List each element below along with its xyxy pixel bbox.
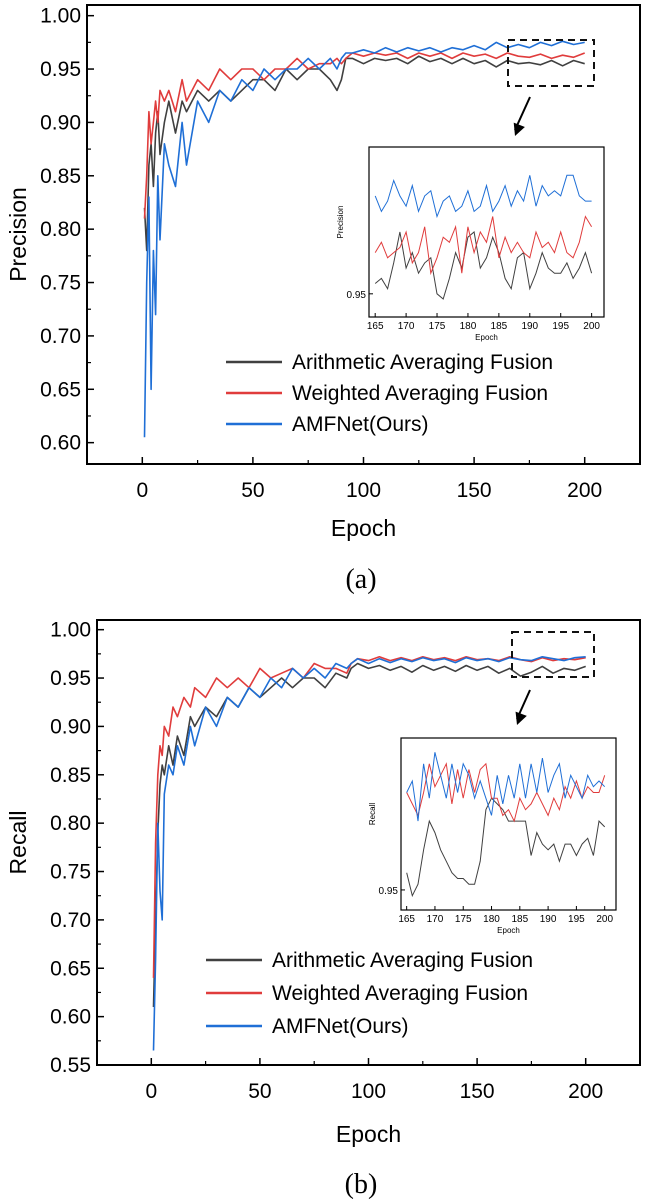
y-tick-label: 1.00 bbox=[50, 619, 91, 642]
y-tick-label: 0.65 bbox=[40, 378, 81, 401]
inset-x-tick-label: 165 bbox=[367, 321, 384, 332]
inset-zoom-chart: 165 170 175 180 185 190 195 200 0.95 Epoch Precisi… bbox=[336, 146, 605, 342]
panel-b-recall-chart: 0 50 100 150 200 0.55 0.60 0.65 0.70 0.75 0.80 0.85… bbox=[5, 619, 641, 1200]
x-tick-label: 200 bbox=[568, 1080, 603, 1103]
inset-series-line-amfnet bbox=[374, 174, 592, 219]
inset-x-tick-label: 170 bbox=[398, 321, 415, 332]
y-axis-label: Precision bbox=[5, 187, 31, 282]
y-tick-label: 0.90 bbox=[40, 111, 81, 134]
series-line-arithmetic bbox=[152, 662, 586, 1008]
inset-x-axis-label: Epoch bbox=[475, 333, 498, 342]
series-line-amfnet bbox=[143, 40, 585, 438]
y-tick-label: 0.85 bbox=[40, 165, 81, 188]
x-tick-label: 150 bbox=[457, 479, 492, 502]
y-tick-label: 0.80 bbox=[40, 218, 81, 241]
y-tick-label: 0.60 bbox=[50, 1006, 91, 1029]
legend-entry-label: Arithmetic Averaging Fusion bbox=[272, 949, 533, 972]
x-tick-label: 0 bbox=[136, 479, 148, 502]
inset-series-line-arithmetic bbox=[374, 231, 593, 300]
y-axis-label: Recall bbox=[5, 811, 31, 875]
x-tick-label: 200 bbox=[567, 479, 602, 502]
inset-x-tick-label: 165 bbox=[398, 914, 415, 925]
inset-x-tick-label: 190 bbox=[521, 321, 538, 332]
y-tick-label: 0.75 bbox=[40, 272, 81, 295]
inset-x-tick-label: 170 bbox=[427, 914, 444, 925]
inset-series-line-weighted bbox=[374, 215, 593, 276]
inset-x-tick-label: 185 bbox=[511, 914, 528, 925]
inset-y-tick-label: 0.95 bbox=[379, 886, 399, 897]
inset-x-tick-label: 200 bbox=[596, 914, 613, 925]
panel-a-precision-chart: 0 50 100 150 200 0.60 0.65 0.70 0.75 0.80 0.85 0.90… bbox=[5, 4, 641, 595]
x-tick-label: 0 bbox=[145, 1080, 157, 1103]
inset-x-tick-label: 180 bbox=[483, 914, 500, 925]
x-axis-label: Epoch bbox=[336, 1121, 401, 1147]
y-tick-label: 0.80 bbox=[50, 812, 91, 835]
panel-label: (a) bbox=[345, 564, 376, 595]
series-line-arithmetic bbox=[143, 55, 585, 252]
legend: Arithmetic Averaging Fusion Weighted Aver… bbox=[226, 351, 553, 436]
inset-x-tick-label: 185 bbox=[491, 321, 508, 332]
zoom-arrow-head bbox=[515, 711, 527, 725]
y-tick-label: 0.55 bbox=[50, 1054, 91, 1077]
inset-x-tick-label: 180 bbox=[460, 321, 477, 332]
legend-entry-label: Arithmetic Averaging Fusion bbox=[292, 351, 553, 374]
y-tick-label: 0.60 bbox=[40, 432, 81, 455]
inset-x-tick-label: 200 bbox=[583, 321, 600, 332]
inset-zoom-chart: 165 170 175 180 185 190 195 200 0.95 Epoch Recall bbox=[368, 737, 617, 935]
series-line-amfnet bbox=[152, 655, 586, 1051]
y-tick-label: 0.95 bbox=[40, 58, 81, 81]
zoom-region-box bbox=[511, 631, 595, 678]
series-line-weighted bbox=[152, 655, 586, 978]
y-tick-label: 0.90 bbox=[50, 715, 91, 738]
y-tick-label: 0.95 bbox=[50, 667, 91, 690]
x-tick-label: 150 bbox=[460, 1080, 495, 1103]
inset-background bbox=[369, 147, 604, 317]
x-tick-label: 100 bbox=[351, 1080, 386, 1103]
x-tick-label: 100 bbox=[346, 479, 381, 502]
y-tick-label: 1.00 bbox=[40, 5, 81, 28]
x-axis-label: Epoch bbox=[331, 515, 396, 541]
inset-x-tick-label: 195 bbox=[552, 321, 569, 332]
inset-y-axis-label: Recall bbox=[368, 803, 377, 825]
inset-y-tick-label: 0.95 bbox=[347, 290, 367, 301]
y-tick-label: 0.75 bbox=[50, 861, 91, 884]
y-tick-label: 0.85 bbox=[50, 764, 91, 787]
legend: Arithmetic Averaging Fusion Weighted Aver… bbox=[206, 949, 533, 1038]
inset-series-line-amfnet bbox=[406, 752, 606, 822]
x-tick-label: 50 bbox=[248, 1080, 271, 1103]
inset-x-tick-label: 175 bbox=[455, 914, 472, 925]
inset-y-axis-label: Precision bbox=[336, 206, 345, 239]
inset-x-axis-label: Epoch bbox=[497, 926, 520, 935]
series-line-weighted bbox=[143, 52, 585, 219]
inset-background bbox=[401, 738, 616, 910]
inset-series-line-arithmetic bbox=[406, 797, 606, 898]
legend-entry-label: AMFNet(Ours) bbox=[272, 1015, 409, 1038]
legend-entry-label: AMFNet(Ours) bbox=[292, 413, 429, 436]
inset-x-tick-label: 175 bbox=[429, 321, 446, 332]
y-tick-label: 0.65 bbox=[50, 957, 91, 980]
y-tick-label: 0.70 bbox=[40, 325, 81, 348]
x-tick-label: 50 bbox=[241, 479, 264, 502]
zoom-region-box bbox=[507, 39, 595, 87]
inset-x-tick-label: 190 bbox=[540, 914, 557, 925]
legend-entry-label: Weighted Averaging Fusion bbox=[292, 382, 548, 405]
panel-label: (b) bbox=[345, 1169, 378, 1200]
inset-x-tick-label: 195 bbox=[568, 914, 585, 925]
y-tick-label: 0.70 bbox=[50, 909, 91, 932]
legend-entry-label: Weighted Averaging Fusion bbox=[272, 982, 528, 1005]
zoom-arrow-head bbox=[513, 122, 525, 136]
inset-frame bbox=[400, 737, 617, 911]
inset-frame bbox=[368, 146, 605, 318]
inset-series-line-weighted bbox=[406, 762, 606, 823]
